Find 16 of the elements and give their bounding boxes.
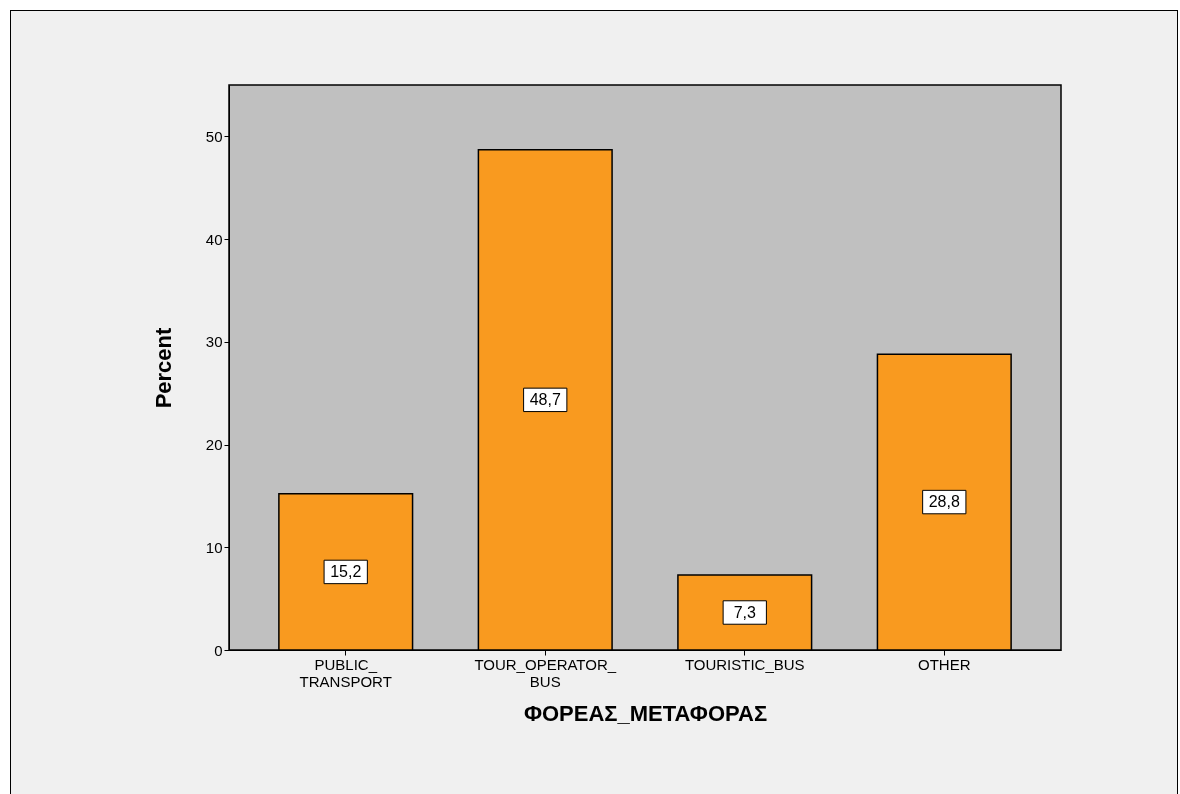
y-tick-label: 40 <box>205 230 223 248</box>
y-tick-label: 10 <box>205 538 223 556</box>
x-axis-title: ΦΟΡΕΑΣ_ΜΕΤΑΦΟΡΑΣ <box>523 700 768 726</box>
data-label: 7,3 <box>733 603 756 621</box>
y-tick-label: 30 <box>205 333 223 351</box>
y-tick-label: 0 <box>214 641 223 659</box>
y-tick-label: 50 <box>205 127 223 145</box>
y-tick-label: 20 <box>205 436 223 454</box>
data-label: 15,2 <box>330 562 362 580</box>
x-tick-label: TOURISTIC_BUS <box>684 655 805 673</box>
data-label: 28,8 <box>928 493 960 511</box>
x-tick-label: OTHER <box>918 655 971 673</box>
x-tick-label: PUBLIC_ TRANSPORT <box>299 655 392 690</box>
y-axis-title: Percent <box>150 326 176 409</box>
x-tick-label: TOUR_OPERATOR_ BUS <box>474 655 617 690</box>
data-label: 48,7 <box>529 390 561 408</box>
